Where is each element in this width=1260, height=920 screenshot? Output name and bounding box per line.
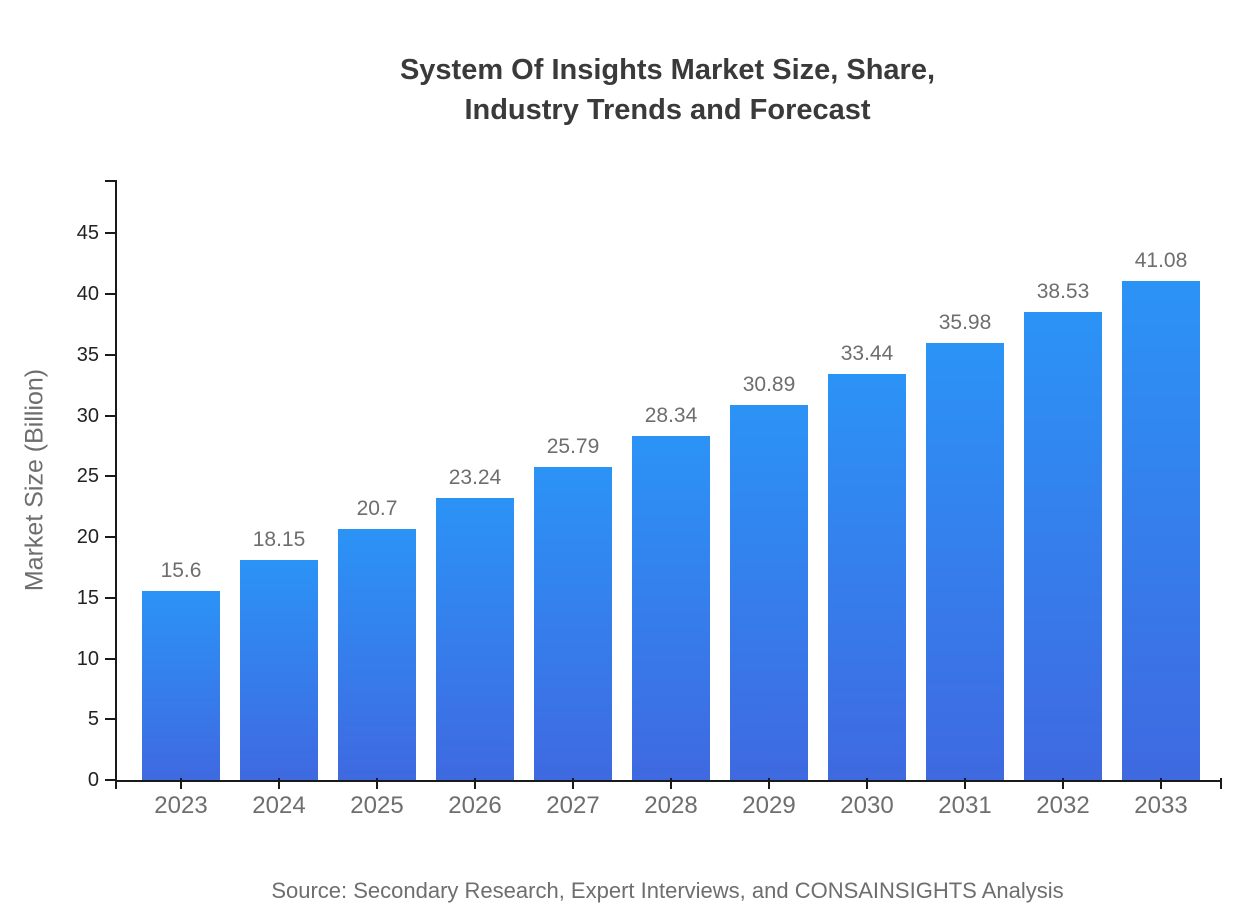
bar-value-label: 25.79 [546, 434, 600, 458]
y-axis-title: Market Size (Billion) [20, 368, 49, 592]
y-tick-label: 30 [76, 404, 99, 427]
x-axis-end-tick [115, 778, 117, 789]
bar-2032 [1024, 312, 1102, 780]
y-tick-mark [105, 657, 117, 660]
x-tick-mark [376, 778, 378, 789]
y-tick-label: 40 [76, 283, 99, 306]
x-tick-mark [278, 778, 280, 789]
x-tick-label: 2033 [1134, 792, 1188, 819]
bar-value-label: 15.6 [160, 558, 202, 582]
bar-2023 [142, 590, 220, 780]
y-tick-label: 10 [76, 647, 99, 670]
bar-2028 [632, 435, 710, 780]
y-tick-mark [105, 414, 117, 417]
x-tick-label: 2028 [644, 792, 698, 819]
y-tick-label: 15 [76, 586, 99, 609]
y-tick-mark [105, 536, 117, 539]
y-axis-end-tick [105, 180, 117, 182]
bar-value-label: 35.98 [938, 310, 992, 334]
bar-value-label: 23.24 [448, 465, 502, 489]
x-tick-label: 2032 [1036, 792, 1090, 819]
x-tick-mark [474, 778, 476, 789]
chart-title: System Of Insights Market Size, Share, I… [115, 50, 1220, 130]
x-tick-label: 2031 [938, 792, 992, 819]
bar-value-label: 20.7 [356, 496, 398, 520]
x-tick-label: 2027 [546, 792, 600, 819]
y-tick-label: 0 [87, 769, 99, 791]
x-tick-label: 2026 [448, 792, 502, 819]
x-tick-mark [768, 778, 770, 789]
bar-2033 [1122, 281, 1200, 780]
y-tick-label: 45 [76, 222, 99, 245]
chart-title-line1: System Of Insights Market Size, Share, [399, 54, 936, 86]
bar-2027 [534, 466, 612, 780]
chart-title-line2: Industry Trends and Forecast [464, 94, 871, 126]
x-tick-label: 2030 [840, 792, 894, 819]
y-tick-label: 20 [76, 526, 99, 549]
y-tick-mark [105, 293, 117, 296]
bar-value-label: 33.44 [840, 341, 894, 365]
bar-2026 [436, 497, 514, 780]
x-tick-mark [1160, 778, 1162, 789]
y-tick-mark [105, 475, 117, 478]
y-tick-label: 25 [76, 465, 99, 488]
bar-2025 [338, 528, 416, 780]
x-tick-label: 2023 [154, 792, 208, 819]
x-tick-mark [572, 778, 574, 789]
x-tick-mark [964, 778, 966, 789]
y-tick-mark [105, 353, 117, 356]
y-tick-mark [105, 779, 117, 781]
x-axis-end-tick [1220, 778, 1222, 789]
x-tick-mark [1062, 778, 1064, 789]
bar-2031 [926, 343, 1004, 780]
y-tick-mark [105, 232, 117, 235]
bar-value-label: 41.08 [1134, 249, 1188, 273]
bar-value-label: 28.34 [644, 403, 698, 427]
y-tick-mark [105, 596, 117, 599]
y-tick-label: 5 [87, 708, 99, 731]
bar-value-label: 30.89 [742, 372, 796, 396]
x-tick-label: 2025 [350, 792, 404, 819]
bar-2024 [240, 559, 318, 780]
plot-area: 0 5 10 15 20 25 30 35 40 45 15.6 2023 18.15 2024 20.7 2… [77, 180, 1222, 819]
x-tick-mark [866, 778, 868, 789]
x-tick-mark [180, 778, 182, 789]
x-tick-label: 2024 [252, 792, 306, 819]
bar-2030 [828, 373, 906, 780]
y-tick-label: 35 [76, 343, 99, 366]
y-tick-mark [105, 718, 117, 721]
bar-2029 [730, 404, 808, 780]
bar-value-label: 38.53 [1036, 280, 1090, 304]
bar-value-label: 18.15 [252, 527, 306, 551]
x-tick-label: 2029 [742, 792, 796, 819]
source-note: Source: Secondary Research, Expert Inter… [271, 878, 1064, 903]
x-tick-mark [670, 778, 672, 789]
